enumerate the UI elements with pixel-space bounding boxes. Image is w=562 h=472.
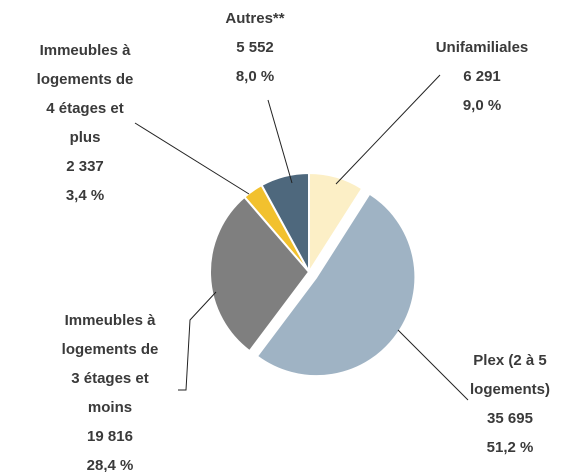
leader-line (134, 122, 250, 195)
share-label: 3,4 % (65, 187, 105, 204)
value-label: 35 695 (487, 410, 533, 427)
slice-label: Plex (2 à 5 logements) 35 695 51,2 % (470, 346, 550, 462)
slice-label: Immeubles à logements de 4 étages et plu… (37, 36, 134, 210)
share-label: 28,4 % (86, 457, 134, 472)
pie-slice (308, 171, 364, 276)
share-label: 8,0 % (235, 68, 275, 85)
leader-line (178, 291, 217, 391)
share-label: 9,0 % (462, 97, 502, 114)
leader-line (267, 99, 293, 184)
pie-slice (209, 195, 311, 353)
category-label: Immeubles à logements de 4 étages et plu… (36, 42, 134, 146)
leader-line (397, 329, 469, 401)
value-label: 5 552 (236, 39, 274, 56)
category-label: Unifamiliales (435, 39, 529, 56)
pie-slice (255, 192, 417, 378)
slice-label: Autres** 5 552 8,0 % (225, 4, 284, 91)
category-label: Autres** (225, 10, 285, 27)
category-label: Immeubles à logements de 3 étages et moi… (61, 312, 159, 416)
slice-label: Unifamiliales 6 291 9,0 % (436, 33, 529, 120)
leader-line (335, 74, 441, 185)
value-label: 2 337 (66, 158, 104, 175)
value-label: 19 816 (87, 428, 133, 445)
share-label: 51,2 % (486, 439, 534, 456)
category-label: Plex (2 à 5 logements) (469, 352, 551, 398)
slice-label: Immeubles à logements de 3 étages et moi… (62, 306, 159, 472)
value-label: 6 291 (463, 68, 501, 85)
